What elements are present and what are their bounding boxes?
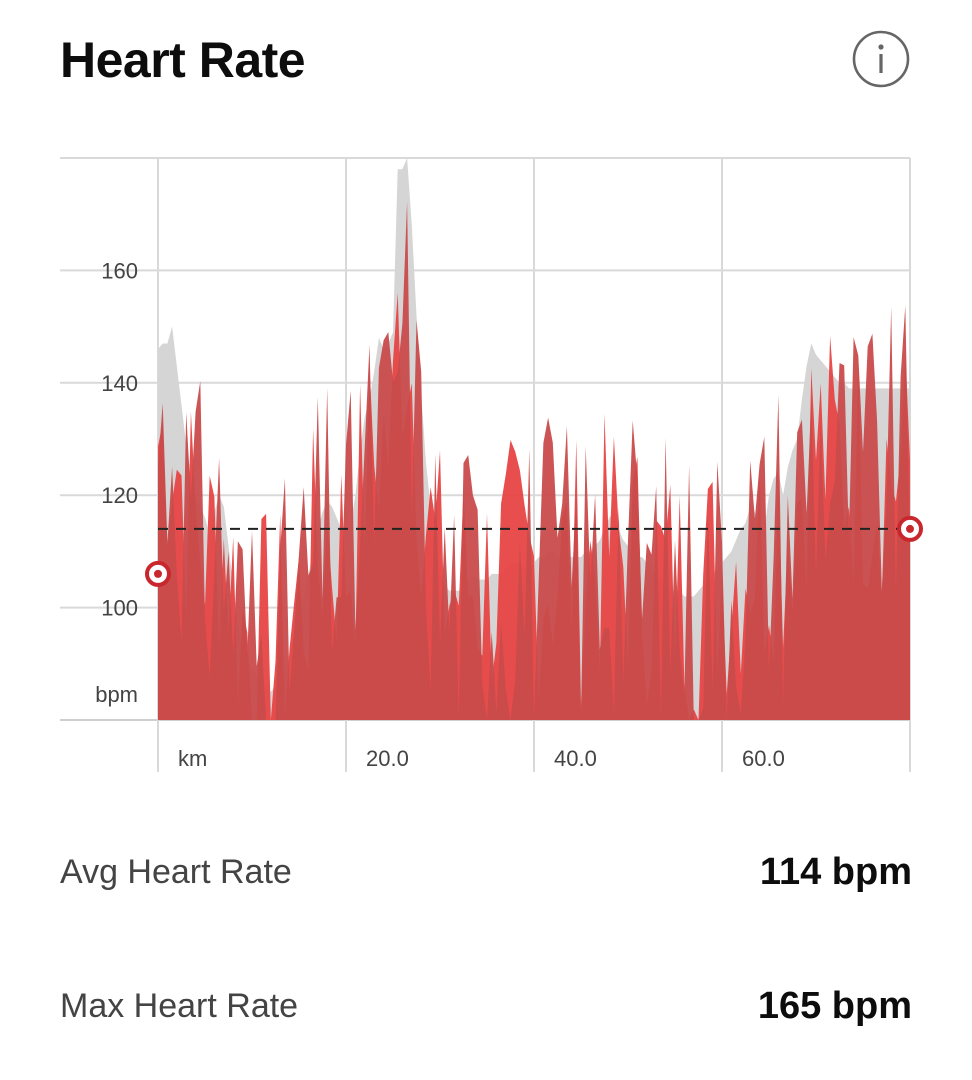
start-marker-dot	[154, 569, 162, 578]
avg-heart-rate-value: 114 bpm	[759, 850, 912, 893]
y-tick-label-100: 100	[101, 596, 138, 621]
info-icon	[852, 30, 910, 88]
avg-heart-rate-label: Avg Heart Rate	[60, 852, 292, 891]
info-button[interactable]	[852, 30, 910, 88]
y-tick-label-120: 120	[101, 483, 138, 508]
x-axis-label: km	[178, 746, 207, 771]
max-heart-rate-value: 165 bpm	[757, 984, 912, 1027]
x-tick-label-40.0: 40.0	[554, 746, 597, 771]
avg-heart-rate-row: Avg Heart Rate 114 bpm	[60, 842, 912, 902]
y-tick-label-140: 140	[101, 371, 138, 396]
end-marker-dot	[906, 524, 914, 533]
page-title: Heart Rate	[60, 32, 306, 88]
heart-rate-chart: 100 120 140 160 bpm km 20.0 40.0 60.0	[60, 157, 923, 772]
y-tick-label-160: 160	[101, 258, 138, 283]
max-heart-rate-label: Max Heart Rate	[60, 986, 299, 1025]
x-tick-label-60.0: 60.0	[742, 746, 785, 771]
x-tick-label-20.0: 20.0	[366, 746, 409, 771]
max-heart-rate-row: Max Heart Rate 165 bpm	[60, 976, 912, 1036]
series-area-red-dark	[158, 201, 910, 721]
y-axis-label: bpm	[95, 682, 138, 707]
